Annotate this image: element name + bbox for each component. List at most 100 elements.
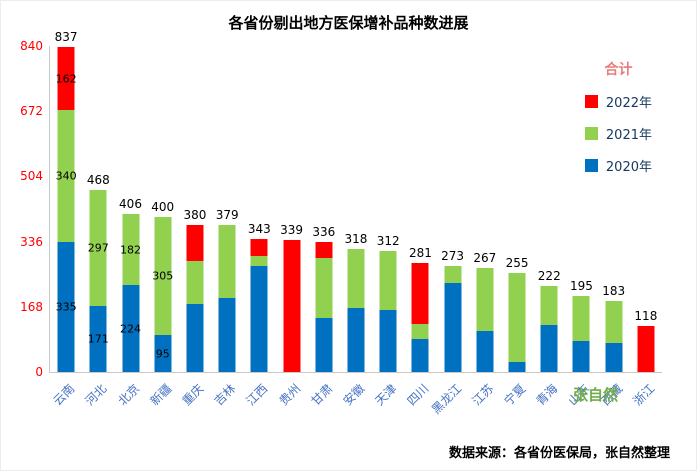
x-axis-label: 宁夏 [501,381,529,409]
total-value-label: 468 [86,173,110,188]
stacked-bar [637,326,655,372]
x-axis-label: 新疆 [147,381,175,409]
bar-segment-2021 [572,296,590,341]
bar-segment-2020 [444,282,462,372]
plot-area: 0 168 336 504 672 840 335 340 162 837 云南 171 297 468 河… [20,30,662,417]
bar-segment-2020 [508,362,526,372]
x-axis-label: 重庆 [179,381,207,409]
legend: 合计 2022年 2021年 2020年 [584,59,652,175]
x-axis-label: 河北 [82,381,110,409]
legend-item: 2021年 [584,124,652,143]
bar-segment-2021 [186,261,204,305]
x-axis-label: 安徽 [340,381,368,409]
x-axis-label: 江西 [243,381,271,409]
legend-label: 2021年 [605,128,652,143]
bar-segment-2021 [250,256,268,267]
bar-segment-2022: 162 [55,47,77,111]
watermark-text: 张自然 [573,386,619,404]
bar-group: 335 340 162 837 云南 [50,30,82,408]
total-value-label: 336 [312,224,336,239]
total-value-label: 118 [634,309,658,324]
stacked-bar: 95 305 [152,216,173,372]
stacked-bar: 224 182 [120,214,141,372]
bar-segment-2020: 224 [120,285,141,372]
segment-value-label: 95 [155,347,170,361]
stacked-bar [250,238,268,372]
total-value-label: 195 [570,279,593,294]
stacked-bar [444,266,462,372]
bar-segment-2020 [347,307,365,372]
bar-segment-2021 [315,257,333,318]
segment-value-label: 162 [55,72,77,86]
x-axis-label: 青海 [533,381,561,409]
x-axis-label: 北京 [114,381,142,409]
total-value-label: 379 [215,207,239,222]
bar-segment-2022 [283,240,301,372]
legend-item: 2020年 [584,156,652,175]
stacked-bar [605,301,623,372]
stacked-bar [315,241,333,372]
total-value-label: 380 [183,207,207,222]
y-axis-tick: 840 [20,39,43,53]
total-value-label: 400 [151,199,175,214]
bar-segment-2020 [379,309,397,372]
bar-group: 118 浙江 [630,46,662,408]
bar-segment-2020 [250,266,268,372]
segment-value-label: 297 [87,241,109,255]
stacked-bar [283,240,301,372]
bar-segment-2022 [411,262,429,324]
bar-segment-2021 [508,273,526,363]
segment-value-label: 335 [55,300,77,314]
stacked-bar: 171 297 [87,190,109,372]
legend-item: 2022年 [584,92,652,111]
total-value-label: 343 [247,221,271,236]
bar-segment-2021: 182 [120,214,141,286]
segment-value-label: 182 [120,243,141,257]
bar-segment-2021 [379,250,397,310]
bar-segment-2021: 305 [152,216,173,336]
y-axis-tick: 0 [35,365,43,379]
total-value-label: 837 [54,30,78,45]
total-value-label: 222 [537,268,561,283]
bar-segment-2020 [411,339,429,372]
bar-group: 281 四川 [404,46,436,408]
stacked-bar [476,268,494,372]
segment-value-label: 224 [120,322,141,336]
stacked-bar: 335 340 162 [55,47,77,372]
bar-group: 318 安徽 [340,46,372,409]
total-value-label: 318 [344,231,368,246]
y-axis-tick: 336 [20,234,43,249]
total-value-label: 406 [119,197,142,212]
bar-group: 312 天津 [372,46,404,408]
bar-segment-2021 [540,285,558,326]
bar-group: 224 182 406 北京 [114,46,146,408]
total-value-label: 339 [280,223,304,238]
bar-group: 195 山东 [565,46,597,408]
bar-segment-2020: 95 [154,335,172,372]
bar-segment-2021 [347,248,365,308]
bar-segment-2020: 335 [55,242,77,372]
total-value-label: 281 [408,245,432,260]
bar-segment-2020 [315,317,333,372]
bar-group: 255 宁夏 [501,46,533,408]
bar-group: 183 西藏 [598,46,630,408]
bar-group: 267 江苏 [469,46,501,408]
bar-segment-2020 [605,342,623,372]
stacked-bar [572,296,590,372]
bar-group: 343 江西 [243,46,275,408]
total-value-label: 267 [473,251,497,266]
stacked-bar [347,248,365,372]
bar-segment-2021 [476,268,494,332]
total-value-label: 183 [602,283,626,298]
bar-group: 222 青海 [533,46,565,408]
legend-swatch [584,127,598,140]
bar-group: 273 黑龙江 [429,46,469,417]
bar-segment-2021: 340 [56,110,77,242]
stacked-bar [379,250,397,372]
stacked-bar [186,224,204,372]
segment-value-label: 171 [87,332,109,346]
x-axis-label: 黑龙江 [428,381,464,417]
source-note: 数据来源：各省份医保局，张自然整理 [448,446,670,461]
bar-segment-2022 [250,238,268,257]
